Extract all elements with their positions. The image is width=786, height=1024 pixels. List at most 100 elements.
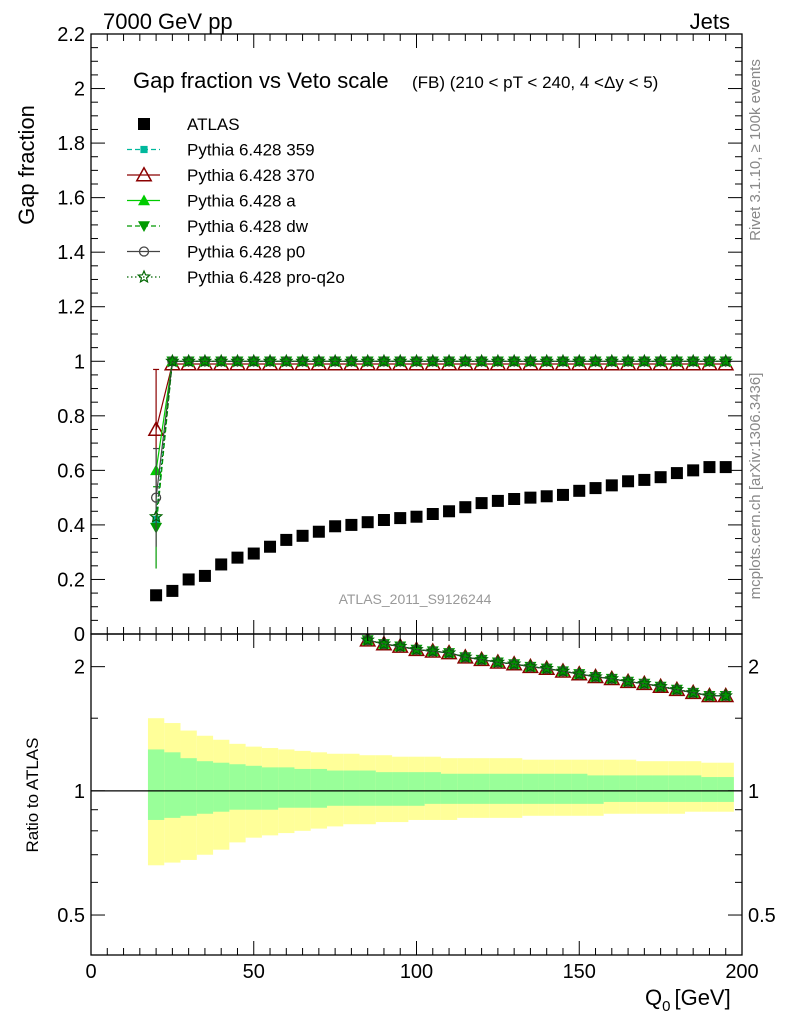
ratio-point: [425, 643, 440, 658]
data-point: [458, 353, 473, 368]
ratio-band-inner: [457, 773, 474, 804]
x-axis-symbol: Q: [645, 985, 662, 1010]
ratio-band-inner: [717, 777, 734, 802]
data-point: [637, 353, 652, 368]
legend-label: ATLAS: [187, 115, 240, 134]
legend-label: Pythia 6.428 pro-q2o: [187, 268, 345, 287]
atlas-data-point: [198, 569, 211, 582]
ratio-point: [702, 688, 717, 702]
ratio-point: [637, 675, 652, 690]
legend-marker: [138, 118, 150, 130]
x-axis-unit: [GeV]: [674, 985, 730, 1010]
header-process-label: Jets: [690, 9, 730, 34]
data-point: [214, 353, 229, 368]
ratio-band-inner: [440, 773, 458, 804]
x-axis-label: Q0 [GeV]: [645, 985, 731, 1015]
ratio-point: [360, 634, 375, 647]
legend-label: Pythia 6.428 a: [187, 192, 296, 211]
ratio-point: [409, 642, 424, 656]
ratio-point: [474, 652, 489, 666]
data-point: [588, 353, 603, 368]
ratio-band-inner: [506, 773, 523, 804]
y-tick-label: 0.4: [57, 515, 85, 537]
legend-marker: [138, 194, 150, 206]
legend: ATLAS Pythia 6.428 359 Pythia 6.428 370 Pyt…: [127, 115, 345, 287]
rivet-version-label: Rivet 3.1.10, ≥ 100k events: [747, 59, 764, 241]
legend-label: Pythia 6.428 359: [187, 141, 315, 160]
ratio-band-inner: [619, 775, 637, 802]
mcplots-reference-label: mcplots.cern.ch [arXiv:1306.3436]: [747, 373, 764, 600]
ratio-band-inner: [261, 767, 279, 810]
ratio-point: [458, 649, 473, 664]
ratio-band-inner: [685, 775, 702, 802]
x-tick-label: 50: [243, 961, 265, 983]
y-tick-label: 1.2: [57, 297, 85, 319]
ratio-point: [506, 656, 522, 671]
data-point: [653, 353, 668, 368]
ratio-y-tick-label: 1: [74, 781, 85, 803]
ratio-point: [685, 685, 701, 699]
ratio-point: [572, 666, 587, 681]
data-point: [148, 509, 164, 523]
atlas-data-point: [264, 540, 277, 553]
y-tick-label: 0.2: [57, 569, 85, 591]
atlas-data-point: [540, 490, 553, 503]
atlas-data-point: [329, 520, 342, 533]
ratio-band-inner: [489, 773, 507, 804]
ratio-point: [669, 682, 685, 696]
atlas-data-point: [524, 491, 537, 504]
atlas-data-point: [231, 551, 244, 564]
ratio-point: [620, 674, 636, 688]
data-point: [327, 353, 343, 368]
data-point: [409, 353, 424, 368]
x-tick-label: 200: [725, 961, 758, 983]
ratio-point: [588, 669, 603, 683]
x-tick-label: 0: [85, 961, 96, 983]
ratio-point: [539, 660, 554, 675]
data-point: [685, 353, 701, 368]
ratio-point: [376, 636, 392, 651]
atlas-data-point: [589, 482, 602, 495]
ratio-band-inner: [180, 758, 197, 816]
series-line-3: [155, 360, 726, 471]
ratio-point: [718, 688, 733, 702]
legend-marker: [138, 221, 150, 232]
atlas-data-point: [573, 484, 586, 497]
data-point: [490, 353, 506, 368]
header-energy-label: 7000 GeV pp: [103, 9, 233, 34]
atlas-data-point: [361, 516, 374, 529]
data-point: [555, 353, 571, 368]
data-point: [620, 353, 636, 368]
y-tick-label: 2: [74, 79, 85, 101]
data-point: [474, 353, 489, 368]
ratio-band-inner: [668, 775, 686, 802]
y-tick-label: 2.2: [57, 24, 85, 46]
ratio-y-tick-label-right: 1: [748, 781, 759, 803]
data-point: [441, 353, 457, 368]
ratio-band-inner: [375, 772, 393, 806]
y-tick-label: 0.8: [57, 406, 85, 428]
data-point: [376, 353, 392, 368]
data-point: [147, 420, 165, 436]
data-point: [393, 353, 408, 368]
series-line-6: [155, 360, 726, 517]
atlas-data-point: [426, 508, 439, 520]
ratio-band-inner: [603, 775, 620, 802]
atlas-data-point: [296, 529, 309, 542]
ratio-band-inner: [424, 772, 441, 804]
legend-marker: [140, 145, 148, 154]
ratio-point: [441, 645, 457, 659]
data-point: [246, 353, 261, 368]
ratio-y-tick-label: 0.5: [57, 905, 85, 927]
ratio-band-inner: [245, 765, 262, 810]
legend-label: Pythia 6.428 dw: [187, 217, 309, 236]
data-point: [572, 353, 587, 368]
y-tick-label: 1.8: [57, 133, 85, 155]
x-axis-subscript: 0: [662, 998, 670, 1015]
data-point: [165, 353, 180, 368]
legend-marker: [138, 246, 150, 257]
ratio-band-inner: [652, 775, 669, 802]
atlas-data-point: [605, 479, 618, 492]
atlas-data-point: [394, 512, 407, 525]
data-point: [604, 353, 619, 368]
